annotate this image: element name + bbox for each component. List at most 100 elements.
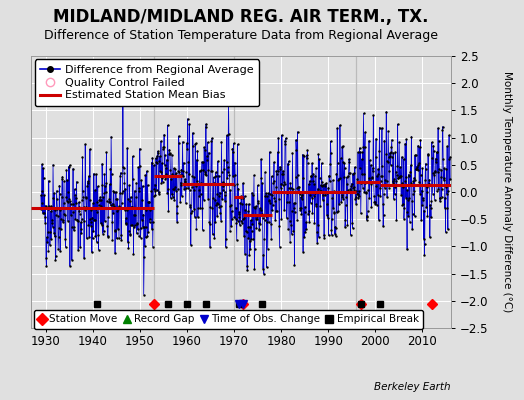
Point — [242, 229, 250, 235]
Point — [233, 181, 242, 187]
Point — [37, 206, 46, 212]
Point — [137, 216, 146, 223]
Point — [441, 229, 450, 235]
Point — [298, 192, 306, 198]
Point — [368, 165, 377, 171]
Point — [318, 178, 326, 185]
Point — [172, 210, 181, 216]
Point — [58, 176, 66, 182]
Point — [423, 184, 431, 190]
Point — [311, 172, 319, 179]
Point — [139, 211, 147, 218]
Point — [104, 233, 112, 240]
Point — [258, 211, 266, 218]
Point — [62, 198, 71, 204]
Point — [234, 218, 242, 224]
Point — [432, 149, 441, 156]
Point — [374, 166, 382, 172]
Point — [417, 172, 425, 178]
Point — [180, 186, 188, 192]
Point — [108, 236, 116, 243]
Point — [237, 193, 245, 199]
Point — [241, 207, 249, 214]
Point — [261, 192, 269, 199]
Point — [188, 172, 196, 179]
Point — [151, 155, 160, 162]
Point — [374, 170, 383, 177]
Point — [239, 180, 247, 186]
Point — [216, 202, 225, 209]
Point — [221, 189, 229, 195]
Point — [124, 245, 133, 251]
Point — [365, 195, 374, 201]
Point — [48, 220, 56, 227]
Point — [391, 169, 400, 176]
Point — [227, 202, 235, 208]
Point — [82, 194, 90, 201]
Point — [291, 208, 299, 215]
Point — [405, 171, 413, 178]
Point — [299, 151, 307, 158]
Point — [135, 188, 144, 194]
Point — [59, 199, 68, 206]
Point — [257, 156, 265, 162]
Point — [433, 149, 442, 156]
Point — [126, 232, 134, 238]
Point — [121, 179, 129, 186]
Point — [411, 177, 420, 183]
Point — [325, 172, 334, 179]
Point — [322, 201, 331, 207]
Point — [431, 168, 440, 175]
Point — [259, 252, 268, 258]
Point — [321, 181, 329, 187]
Point — [317, 188, 325, 194]
Point — [208, 205, 216, 212]
Point — [297, 211, 305, 218]
Point — [340, 160, 348, 166]
Point — [304, 208, 313, 214]
Point — [404, 212, 412, 219]
Point — [189, 186, 198, 193]
Point — [249, 204, 258, 210]
Point — [332, 225, 340, 232]
Point — [142, 206, 150, 213]
Point — [141, 172, 149, 178]
Point — [227, 223, 235, 230]
Point — [386, 150, 394, 156]
Point — [245, 224, 254, 230]
Point — [363, 214, 372, 220]
Point — [175, 140, 183, 146]
Point — [130, 224, 138, 230]
Point — [283, 160, 292, 167]
Point — [194, 214, 202, 220]
Point — [438, 186, 446, 192]
Point — [213, 213, 221, 220]
Point — [424, 152, 432, 158]
Point — [95, 196, 104, 203]
Point — [343, 180, 351, 187]
Point — [388, 180, 397, 186]
Point — [237, 201, 246, 207]
Point — [67, 201, 75, 208]
Point — [242, 228, 250, 234]
Point — [304, 211, 312, 217]
Point — [162, 170, 171, 177]
Point — [406, 219, 414, 225]
Point — [133, 221, 141, 228]
Point — [387, 149, 395, 156]
Point — [64, 163, 73, 170]
Point — [413, 163, 421, 170]
Point — [418, 165, 427, 172]
Point — [272, 168, 280, 174]
Point — [75, 211, 84, 217]
Point — [169, 186, 177, 192]
Point — [221, 192, 230, 198]
Point — [148, 244, 157, 250]
Point — [311, 190, 320, 196]
Point — [435, 166, 443, 172]
Point — [413, 161, 422, 168]
Point — [256, 205, 264, 212]
Point — [431, 168, 439, 174]
Point — [219, 187, 227, 194]
Point — [187, 242, 195, 248]
